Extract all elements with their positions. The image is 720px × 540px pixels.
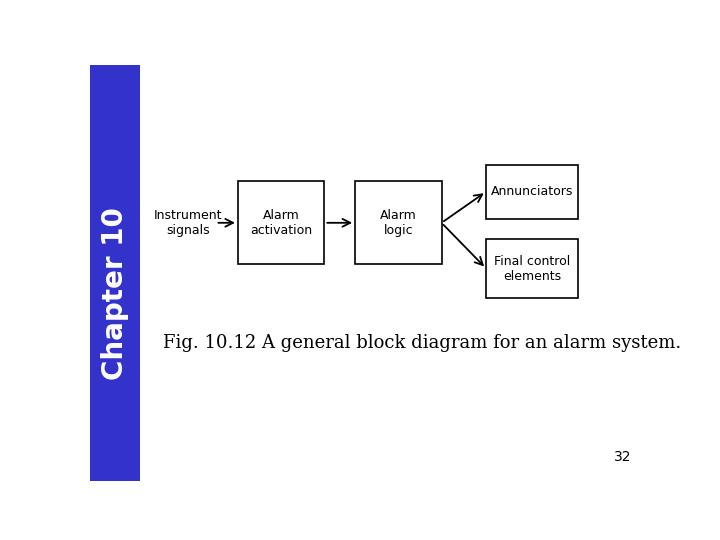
- Text: 32: 32: [613, 450, 631, 464]
- Text: Final control
elements: Final control elements: [494, 254, 570, 282]
- Bar: [90, 65, 140, 481]
- Text: Annunciators: Annunciators: [491, 185, 573, 198]
- Text: Chapter 10: Chapter 10: [101, 207, 129, 380]
- Text: Instrument
signals: Instrument signals: [153, 209, 222, 237]
- Bar: [486, 165, 578, 219]
- Text: Alarm
logic: Alarm logic: [380, 209, 417, 237]
- Bar: [355, 181, 441, 265]
- Text: Fig. 10.12 A general block diagram for an alarm system.: Fig. 10.12 A general block diagram for a…: [163, 334, 681, 353]
- Text: Alarm
activation: Alarm activation: [250, 209, 312, 237]
- Bar: [486, 239, 578, 298]
- Bar: [238, 181, 324, 265]
